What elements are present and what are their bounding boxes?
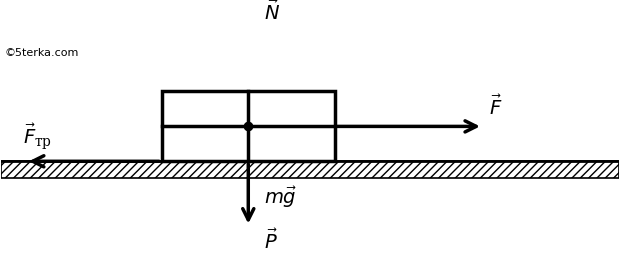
Text: $\vec{F}_{\mathregular{тр}}$: $\vec{F}_{\mathregular{тр}}$ <box>23 121 52 152</box>
Bar <box>1 161 619 177</box>
Bar <box>162 92 335 161</box>
Text: ©5terka.com: ©5terka.com <box>4 49 79 59</box>
Text: $\vec{F}$: $\vec{F}$ <box>489 95 502 119</box>
Text: $m\vec{g}$: $m\vec{g}$ <box>264 184 296 210</box>
Text: $\vec{P}$: $\vec{P}$ <box>264 229 277 253</box>
Text: $\vec{N}$: $\vec{N}$ <box>264 0 280 24</box>
